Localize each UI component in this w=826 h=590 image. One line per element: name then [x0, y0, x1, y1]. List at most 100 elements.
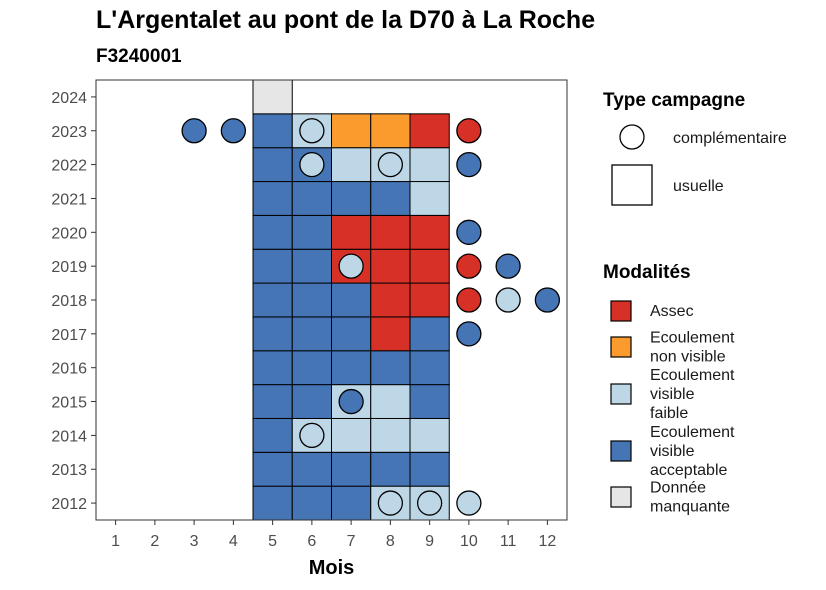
cell-2016-5	[252, 350, 293, 386]
x-tick-label-6: 6	[307, 533, 316, 550]
usuelle-cells	[252, 79, 450, 521]
point-2022-10	[456, 151, 482, 178]
point-2015-7	[338, 388, 364, 415]
legend-ecoulement-visible-acceptable-swatch	[610, 440, 632, 462]
cell-2019-8	[370, 248, 411, 284]
cell-2022-9	[409, 147, 450, 183]
legend-donnee-manquante-label: Donnée manquante	[650, 480, 730, 516]
cell-2014-8	[370, 417, 411, 453]
point-2019-10	[456, 253, 482, 279]
cell-2012-6	[291, 485, 332, 521]
cell-2012-7	[331, 485, 372, 521]
cell-2019-6	[291, 248, 332, 284]
cell-2023-9	[409, 113, 450, 149]
cell-2020-8	[370, 214, 411, 250]
cell-2017-9	[409, 316, 450, 352]
x-axis-title: Mois	[309, 557, 355, 579]
cell-2015-6	[291, 384, 332, 419]
point-2018-10	[456, 287, 482, 313]
y-tick-label-2024: 2024	[51, 90, 87, 107]
legend-ecoulement-visible-faible-label: Ecoulement visible faible	[650, 367, 735, 422]
point-2019-11	[495, 253, 521, 279]
point-2012-8	[377, 490, 404, 516]
y-tick-label-2013: 2013	[51, 462, 87, 479]
cell-2015-9	[409, 384, 450, 419]
cell-2013-6	[291, 451, 332, 487]
point-2018-12	[534, 287, 561, 313]
y-tick-label-2023: 2023	[51, 124, 87, 141]
y-tick-label-2017: 2017	[51, 327, 87, 344]
point-2023-10	[456, 118, 482, 144]
legend-ecoulement-non-visible-swatch	[610, 336, 632, 358]
legend-assec-swatch	[610, 300, 632, 322]
x-tick-label-1: 1	[111, 533, 120, 550]
cell-2016-7	[331, 350, 372, 386]
y-tick-label-2014: 2014	[51, 428, 87, 445]
legend-donnee-manquante-swatch	[610, 486, 632, 508]
y-tick-label-2020: 2020	[51, 225, 87, 242]
point-2014-6	[299, 422, 325, 449]
point-2023-6	[299, 118, 325, 144]
cell-2018-8	[370, 282, 411, 318]
x-tick-label-11: 11	[500, 533, 517, 550]
cell-2013-8	[370, 451, 411, 487]
cell-2020-9	[409, 214, 450, 250]
legend-usuelle-key	[611, 164, 653, 206]
cell-2022-5	[252, 147, 293, 183]
cell-2015-5	[252, 384, 293, 419]
cell-2018-7	[331, 282, 372, 318]
point-2018-11	[495, 287, 521, 313]
cell-2019-5	[252, 248, 293, 284]
cell-2013-9	[409, 451, 450, 487]
cell-2015-8	[370, 384, 411, 419]
y-tick-label-2022: 2022	[51, 158, 87, 175]
cell-2013-5	[252, 451, 293, 487]
x-axis: 1 2 3 4 5 6 7 8 9 10 11 12	[111, 520, 556, 550]
point-2019-7	[338, 253, 364, 279]
y-tick-label-2015: 2015	[51, 395, 87, 412]
cell-2014-7	[331, 417, 372, 453]
cell-2018-6	[291, 282, 332, 318]
cell-2017-8	[370, 316, 411, 352]
cell-2019-9	[409, 248, 450, 284]
cell-2012-5	[252, 485, 293, 521]
point-2012-10	[456, 490, 482, 516]
cell-2016-6	[291, 350, 332, 386]
y-tick-label-2018: 2018	[51, 293, 87, 310]
cell-2022-7	[331, 147, 372, 183]
legend-complementaire-key	[619, 124, 645, 150]
y-axis: 2012 2013 2014 2015 2016 2017 2018 2019 2020 2021…	[51, 90, 96, 513]
cell-2023-7	[331, 113, 372, 149]
cell-2021-7	[331, 181, 372, 216]
cell-2018-5	[252, 282, 293, 318]
chart-title: L'Argentalet au pont de la D70 à La Roch…	[96, 6, 596, 34]
x-tick-label-10: 10	[460, 533, 478, 550]
x-tick-label-2: 2	[150, 533, 159, 550]
y-tick-label-2021: 2021	[51, 191, 87, 208]
x-tick-label-7: 7	[347, 533, 356, 550]
cell-2017-7	[331, 316, 372, 352]
point-2017-10	[456, 321, 482, 347]
legend-modalites-title: Modalités	[603, 262, 691, 283]
cell-2020-6	[291, 214, 332, 250]
legend-assec-label: Assec	[650, 303, 694, 320]
point-2023-3	[181, 118, 207, 144]
chart-subtitle: F3240001	[96, 46, 182, 67]
cell-2017-5	[252, 316, 293, 352]
cell-2021-8	[370, 181, 411, 216]
cell-2023-8	[370, 113, 411, 149]
legend: Type campagne complémentaire usuelle Modali…	[603, 90, 787, 516]
point-2012-9	[416, 490, 443, 516]
legend-type-title: Type campagne	[603, 90, 745, 111]
legend-usuelle-label: usuelle	[673, 178, 724, 195]
point-2022-6	[299, 151, 325, 178]
cell-2020-7	[331, 214, 372, 250]
x-tick-label-12: 12	[538, 533, 556, 550]
cell-2016-9	[409, 350, 450, 386]
complementaire-points	[181, 118, 561, 516]
cell-2020-5	[252, 214, 293, 250]
cell-2018-9	[409, 282, 450, 318]
legend-ecoulement-visible-acceptable-label: Ecoulement visible acceptable	[650, 424, 735, 479]
x-tick-label-8: 8	[386, 533, 395, 550]
legend-ecoulement-visible-faible-swatch	[610, 383, 632, 405]
